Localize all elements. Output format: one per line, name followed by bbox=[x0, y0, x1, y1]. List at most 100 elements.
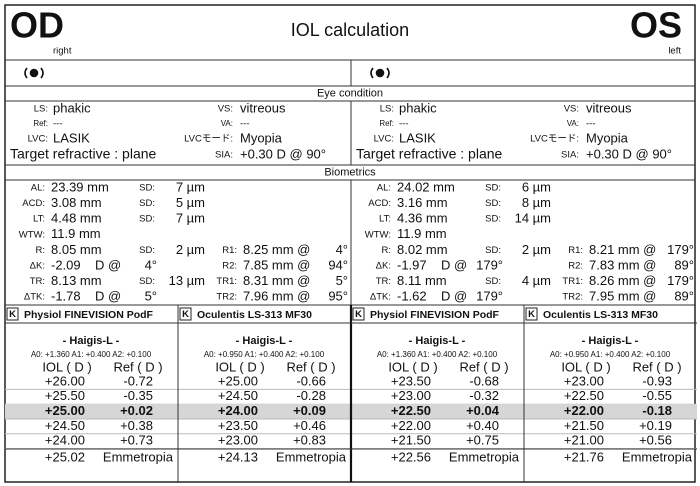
os-title: OS bbox=[630, 5, 682, 46]
k-label: K bbox=[355, 309, 362, 320]
k-label: K bbox=[9, 309, 16, 320]
refraction: +0.19 bbox=[639, 418, 672, 433]
condition-label: LVC: bbox=[28, 134, 48, 145]
eye-icon bbox=[24, 67, 44, 79]
refraction: -0.28 bbox=[296, 388, 326, 403]
biometric-value: 23.39 mm bbox=[51, 179, 109, 194]
iol-power: +23.50 bbox=[391, 373, 431, 388]
biometric-k-axis: 4° bbox=[336, 242, 348, 257]
refraction: +0.09 bbox=[293, 403, 326, 418]
biometric-label: ACD: bbox=[22, 198, 45, 209]
biometric-value: -2.09 bbox=[51, 257, 81, 272]
biometric-k-label: TR2: bbox=[216, 292, 237, 303]
section-title: Eye condition bbox=[317, 87, 383, 99]
biometric-k-axis: 179° bbox=[667, 242, 694, 257]
biometric-k-label: R2: bbox=[222, 261, 237, 272]
highlight-row bbox=[5, 404, 178, 420]
column-header: IOL ( D ) bbox=[388, 359, 437, 374]
condition-value: Myopia bbox=[586, 130, 629, 145]
biometric-k-axis: 5° bbox=[336, 273, 348, 288]
biometric-k-axis: 94° bbox=[328, 257, 348, 272]
constants: A0: +1.360 A1: +0.400 A2: +0.100 bbox=[31, 350, 152, 359]
refraction: +0.40 bbox=[466, 418, 499, 433]
condition-value: --- bbox=[53, 119, 63, 130]
biometric-unit: D @ bbox=[95, 257, 121, 272]
biometric-k-label: R2: bbox=[568, 261, 583, 272]
condition-value: +0.30 D @ 90° bbox=[586, 146, 672, 161]
constants: A0: +0.950 A1: +0.400 A2: +0.100 bbox=[204, 350, 325, 359]
iol-power: +25.00 bbox=[218, 373, 258, 388]
od-title: OD bbox=[10, 5, 64, 46]
emmetropia-label: Emmetropia bbox=[103, 449, 174, 464]
k-badge bbox=[6, 307, 19, 321]
condition-label: SIA: bbox=[215, 150, 233, 161]
biometric-sd: 5 µm bbox=[176, 195, 205, 210]
biometric-value: 11.9 mm bbox=[397, 226, 447, 241]
condition-label: LS: bbox=[380, 104, 394, 115]
biometric-sd: 6 µm bbox=[522, 179, 551, 194]
biometric-sd: 14 µm bbox=[515, 211, 551, 226]
condition-label: VS: bbox=[564, 104, 579, 115]
report-title: IOL calculation bbox=[291, 20, 409, 40]
refraction: +0.83 bbox=[293, 433, 326, 448]
k-label: K bbox=[528, 309, 535, 320]
column-header: IOL ( D ) bbox=[561, 359, 610, 374]
biometric-k-label: TR1: bbox=[562, 276, 583, 287]
biometric-k-axis: 95° bbox=[328, 289, 348, 304]
biometric-k-label: TR1: bbox=[216, 276, 237, 287]
biometric-sd: 4 µm bbox=[522, 273, 551, 288]
biometric-value: 3.16 mm bbox=[397, 195, 448, 210]
lens-name: Physiol FINEVISION PodF bbox=[370, 309, 500, 321]
condition-value: LASIK bbox=[53, 130, 90, 145]
refraction: +0.46 bbox=[293, 418, 326, 433]
biometric-sd-label: SD: bbox=[485, 276, 501, 287]
biometric-sd: 8 µm bbox=[522, 195, 551, 210]
biometric-k-label: R1: bbox=[222, 245, 237, 256]
biometric-sd: 7 µm bbox=[176, 211, 205, 226]
lens-name: Oculentis LS-313 MF30 bbox=[543, 309, 658, 321]
biometric-label: AL: bbox=[377, 183, 391, 194]
condition-value: --- bbox=[586, 119, 596, 130]
condition-label: Ref: bbox=[379, 119, 394, 128]
condition-label: Ref: bbox=[33, 119, 48, 128]
condition-label: VS: bbox=[218, 104, 233, 115]
biometric-sd-label: SD: bbox=[139, 245, 155, 256]
condition-value: LASIK bbox=[399, 130, 436, 145]
iol-power: +23.50 bbox=[218, 418, 258, 433]
od-subtitle: right bbox=[53, 46, 72, 57]
biometric-k: 7.85 mm @ bbox=[243, 257, 310, 272]
k-label: K bbox=[182, 309, 189, 320]
biometric-label: WTW: bbox=[19, 229, 45, 240]
column-header: Ref ( D ) bbox=[459, 359, 508, 374]
biometric-value: 8.02 mm bbox=[397, 242, 448, 257]
refraction: +0.75 bbox=[466, 433, 499, 448]
biometric-sd-label: SD: bbox=[485, 183, 501, 194]
biometric-value: 4.36 mm bbox=[397, 211, 448, 226]
biometric-sd: 2 µm bbox=[176, 242, 205, 257]
biometric-sd: 7 µm bbox=[176, 179, 205, 194]
condition-value: phakic bbox=[399, 100, 437, 115]
biometric-unit: D @ bbox=[441, 257, 467, 272]
biometric-k: 8.31 mm @ bbox=[243, 273, 310, 288]
refraction: -0.18 bbox=[642, 403, 672, 418]
iol-power: +22.50 bbox=[564, 388, 604, 403]
refraction: -0.68 bbox=[469, 373, 499, 388]
iol-power: +24.00 bbox=[45, 433, 85, 448]
biometric-label: WTW: bbox=[365, 229, 391, 240]
iol-power: +21.50 bbox=[564, 418, 604, 433]
refraction: +0.38 bbox=[120, 418, 153, 433]
condition-value: --- bbox=[240, 119, 250, 130]
iol-power: +23.00 bbox=[564, 373, 604, 388]
iol-power: +24.00 bbox=[218, 403, 258, 418]
condition-value: vitreous bbox=[586, 100, 632, 115]
biometric-k-axis: 89° bbox=[674, 289, 694, 304]
column-header: Ref ( D ) bbox=[113, 359, 162, 374]
biometric-label: ΔK: bbox=[376, 261, 391, 272]
iol-power: +26.00 bbox=[45, 373, 85, 388]
biometric-label: LT: bbox=[379, 214, 391, 225]
biometric-sd-label: SD: bbox=[139, 198, 155, 209]
emmetropia-iol: +25.02 bbox=[45, 449, 85, 464]
biometric-axis: 179° bbox=[476, 289, 503, 304]
biometric-sd-label: SD: bbox=[485, 245, 501, 256]
refraction: +0.56 bbox=[639, 433, 672, 448]
